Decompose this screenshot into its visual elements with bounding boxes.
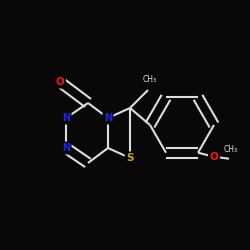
Text: O: O <box>56 77 64 87</box>
Text: N: N <box>62 113 70 123</box>
Text: CH₃: CH₃ <box>224 145 238 154</box>
Text: O: O <box>210 152 218 162</box>
Text: CH₃: CH₃ <box>143 76 157 84</box>
Text: S: S <box>126 153 134 163</box>
Text: N: N <box>62 143 70 153</box>
Text: N: N <box>104 113 112 123</box>
